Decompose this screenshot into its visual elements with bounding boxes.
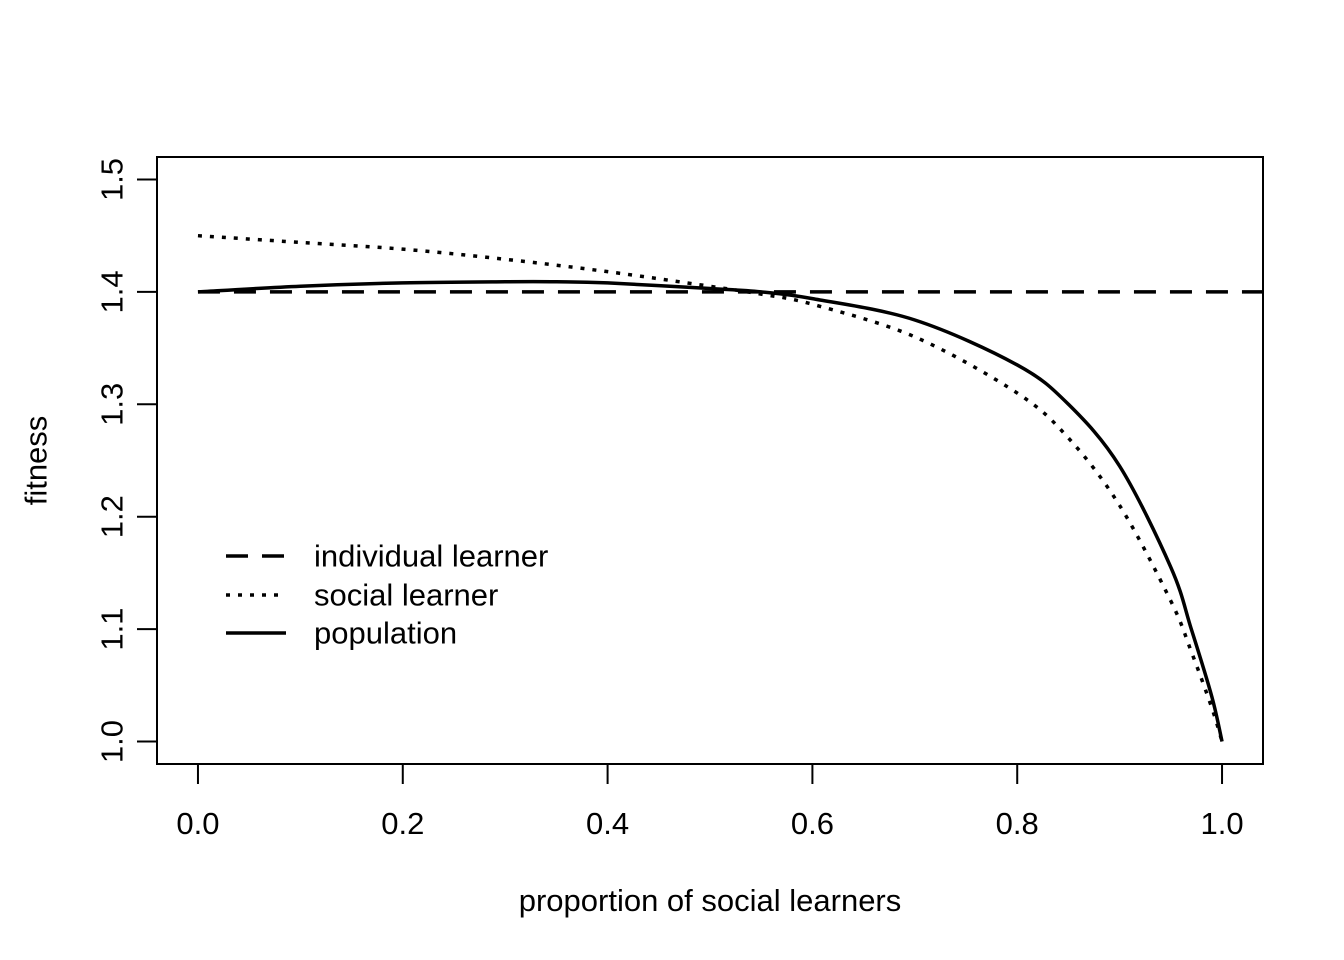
y-tick-label: 1.5: [95, 158, 130, 201]
legend-label-population: population: [314, 616, 457, 651]
legend: individual learner social learnerpopulati…: [226, 539, 548, 651]
x-tick-label: 0.0: [176, 806, 219, 841]
x-axis: 0.0 0.2 0.4 0.6 0.8 1.0: [176, 763, 1244, 841]
x-tick-label: 0.4: [586, 806, 629, 841]
legend-label-individual-learner: individual learner: [314, 539, 548, 574]
x-tick-label: 0.2: [381, 806, 424, 841]
y-tick-label: 1.3: [95, 383, 130, 426]
series-line-social-learner: [197, 233, 1224, 743]
y-tick-label: 1.0: [95, 720, 130, 763]
y-axis: 1.0 1.1 1.2 1.3 1.4 1.5: [95, 158, 158, 763]
legend-label-social-learner: social learner: [314, 578, 498, 613]
x-axis-label: proportion of social learners: [519, 883, 902, 918]
x-tick-label: 0.6: [791, 806, 834, 841]
series-layer: [197, 233, 1263, 743]
x-tick-label: 1.0: [1200, 806, 1243, 841]
y-axis-label: fitness: [19, 416, 54, 506]
y-tick-label: 1.2: [95, 495, 130, 538]
x-tick-label: 0.8: [996, 806, 1039, 841]
series-line-population: [197, 279, 1224, 742]
y-tick-label: 1.1: [95, 608, 130, 651]
y-tick-label: 1.4: [95, 270, 130, 313]
